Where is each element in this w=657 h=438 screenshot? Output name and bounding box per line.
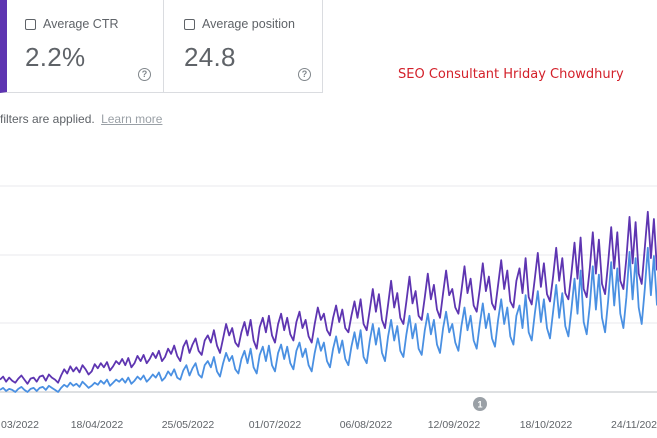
x-tick-label: 25/05/2022	[162, 419, 215, 431]
chart-gridlines	[0, 185, 657, 393]
annotation-marker[interactable]	[473, 397, 487, 411]
average-ctr-checkbox[interactable]	[25, 18, 36, 30]
x-tick-label: 06/08/2022	[340, 419, 393, 431]
filter-note-text: filters are applied.	[0, 112, 95, 126]
x-tick-label: 24/11/202	[611, 419, 657, 431]
chart-series	[0, 210, 657, 393]
help-icon[interactable]: ?	[138, 68, 151, 81]
x-tick-label: 01/07/2022	[249, 419, 302, 431]
metric-value: 24.8	[184, 42, 236, 72]
metric-card-average-ctr[interactable]: Average CTR 2.2% ?	[0, 0, 164, 93]
metric-header: Average CTR	[25, 17, 119, 31]
x-tick-label: 12/09/2022	[428, 419, 481, 431]
help-icon[interactable]: ?	[298, 68, 311, 81]
metric-header: Average position	[184, 17, 295, 31]
average-position-checkbox[interactable]	[184, 18, 195, 30]
x-tick-label: 03/2022	[1, 419, 39, 431]
metric-label: Average CTR	[43, 17, 119, 31]
learn-more-link[interactable]: Learn more	[101, 112, 163, 126]
metric-label: Average position	[202, 17, 295, 31]
x-tick-label: 18/04/2022	[71, 419, 124, 431]
chart-annotation[interactable]: 1	[473, 397, 487, 411]
x-tick-label: 18/10/2022	[520, 419, 573, 431]
watermark-text: SEO Consultant Hriday Chowdhury	[398, 67, 624, 82]
metric-card-average-position[interactable]: Average position 24.8 ?	[164, 0, 323, 93]
annotation-label: 1	[477, 400, 482, 410]
series-line-clicks	[0, 210, 657, 385]
filter-note: filters are applied. Learn more	[0, 112, 162, 126]
x-axis-ticks: 03/2022 18/04/2022 25/05/2022 01/07/2022 06/…	[1, 419, 657, 431]
metric-value: 2.2%	[25, 42, 86, 72]
series-line-impressions	[0, 246, 657, 393]
